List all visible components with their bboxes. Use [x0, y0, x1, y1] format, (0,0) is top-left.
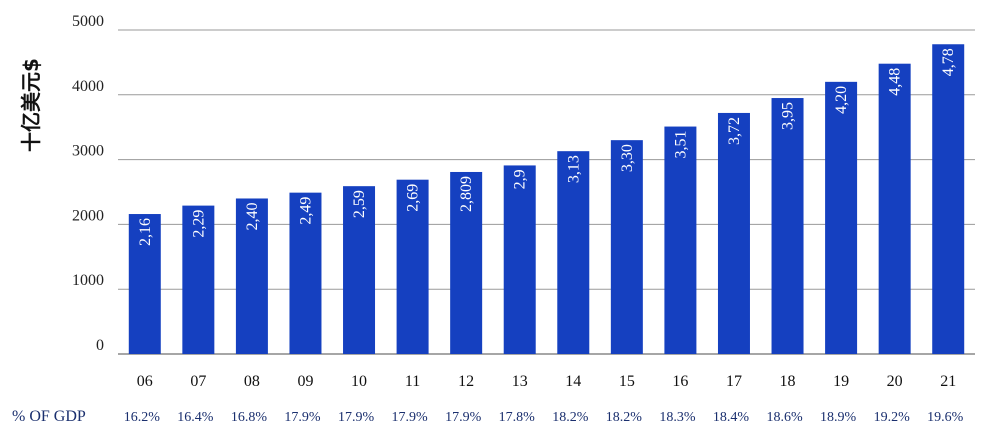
bar-data-label: 4,20 — [833, 86, 850, 114]
x-tick-label: 06 — [137, 373, 153, 390]
bar-data-label: 4,48 — [887, 68, 904, 96]
bar — [503, 165, 536, 354]
gdp-percent-label: 18.6% — [766, 410, 803, 425]
y-tick-label: 2000 — [72, 207, 104, 224]
gdp-percent-label: 19.2% — [874, 410, 911, 425]
y-axis-ticks: 0 1000 2000 3000 4000 5000 — [72, 13, 104, 354]
gdp-percent-label: 17.9% — [392, 410, 429, 425]
x-tick-label: 12 — [458, 373, 474, 390]
x-tick-label: 15 — [619, 373, 635, 390]
bar — [771, 98, 804, 354]
x-tick-label: 13 — [512, 373, 528, 390]
gdp-percent-label: 18.4% — [713, 410, 750, 425]
gdp-percent-label: 17.9% — [284, 410, 321, 425]
gdp-percent-label: 18.3% — [659, 410, 696, 425]
y-tick-label: 3000 — [72, 143, 104, 160]
bar — [610, 140, 643, 354]
bar-data-label: 2,59 — [351, 190, 368, 218]
bar-data-label: 2,40 — [244, 202, 261, 230]
gdp-percent-label: 18.2% — [552, 410, 589, 425]
bar-data-label: 4,78 — [940, 48, 957, 76]
bar — [825, 81, 858, 354]
bar — [128, 214, 161, 354]
gdp-percent-label: 16.4% — [177, 410, 214, 425]
bar — [343, 186, 376, 354]
x-tick-label: 17 — [726, 373, 742, 390]
gdp-percent-label: 16.2% — [124, 410, 161, 425]
x-tick-label: 16 — [672, 373, 688, 390]
x-tick-label: 14 — [565, 373, 581, 390]
bar — [932, 44, 965, 354]
bar-data-label: 2,16 — [137, 218, 154, 246]
gdp-percent-label: 19.6% — [927, 410, 964, 425]
bar — [717, 112, 750, 354]
x-tick-label: 09 — [297, 373, 313, 390]
gdp-row-label: % OF GDP — [12, 408, 86, 425]
gdp-percent-label: 18.9% — [820, 410, 857, 425]
bar — [396, 179, 429, 354]
bar — [450, 171, 483, 354]
x-tick-label: 18 — [780, 373, 796, 390]
y-tick-label: 5000 — [72, 13, 104, 30]
bar — [182, 205, 215, 354]
y-tick-label: 1000 — [72, 272, 104, 289]
x-tick-label: 08 — [244, 373, 260, 390]
bar-data-label: 2,69 — [405, 184, 422, 212]
gdp-percent-label: 17.9% — [445, 410, 482, 425]
x-axis-ticks: 06 07 08 09 10 11 12 13 14 15 16 17 18 19 20 21 — [137, 373, 956, 390]
gdp-row: % OF GDP 16.2% 16.4% 16.8% 17.9% 17.9% 17.9% 1… — [12, 408, 964, 425]
y-axis-label: 十亿美元$ — [19, 58, 43, 152]
bar — [557, 151, 590, 354]
y-tick-label: 4000 — [72, 78, 104, 95]
gdp-percent-label: 18.2% — [606, 410, 643, 425]
bar-data-label: 3,13 — [565, 155, 582, 183]
bars: 2,16 2,29 2,40 2,49 2,59 2,69 2,809 2,9 3,13 3,30… — [128, 44, 965, 355]
x-tick-label: 20 — [887, 373, 903, 390]
bar-data-label: 3,95 — [780, 102, 797, 130]
x-tick-label: 19 — [833, 373, 849, 390]
gdp-percent-label: 17.9% — [338, 410, 375, 425]
x-tick-label: 10 — [351, 373, 367, 390]
bar-data-label: 3,51 — [672, 131, 689, 159]
bar — [664, 126, 697, 354]
y-tick-label: 0 — [96, 337, 104, 354]
bar — [878, 63, 911, 355]
bar-data-label: 3,72 — [726, 117, 743, 145]
gdp-percent-label: 17.8% — [499, 410, 536, 425]
bar-data-label: 2,29 — [190, 210, 207, 238]
x-tick-label: 07 — [190, 373, 206, 390]
x-tick-label: 11 — [405, 373, 420, 390]
bar — [289, 192, 322, 354]
gdp-percent-label: 16.8% — [231, 410, 268, 425]
bar — [235, 198, 268, 354]
bar-data-label: 3,30 — [619, 144, 636, 172]
bar-data-label: 2,9 — [512, 169, 529, 189]
x-tick-label: 21 — [940, 373, 956, 390]
bar-data-label: 2,49 — [297, 197, 314, 225]
bar-data-label: 2,809 — [458, 176, 475, 212]
